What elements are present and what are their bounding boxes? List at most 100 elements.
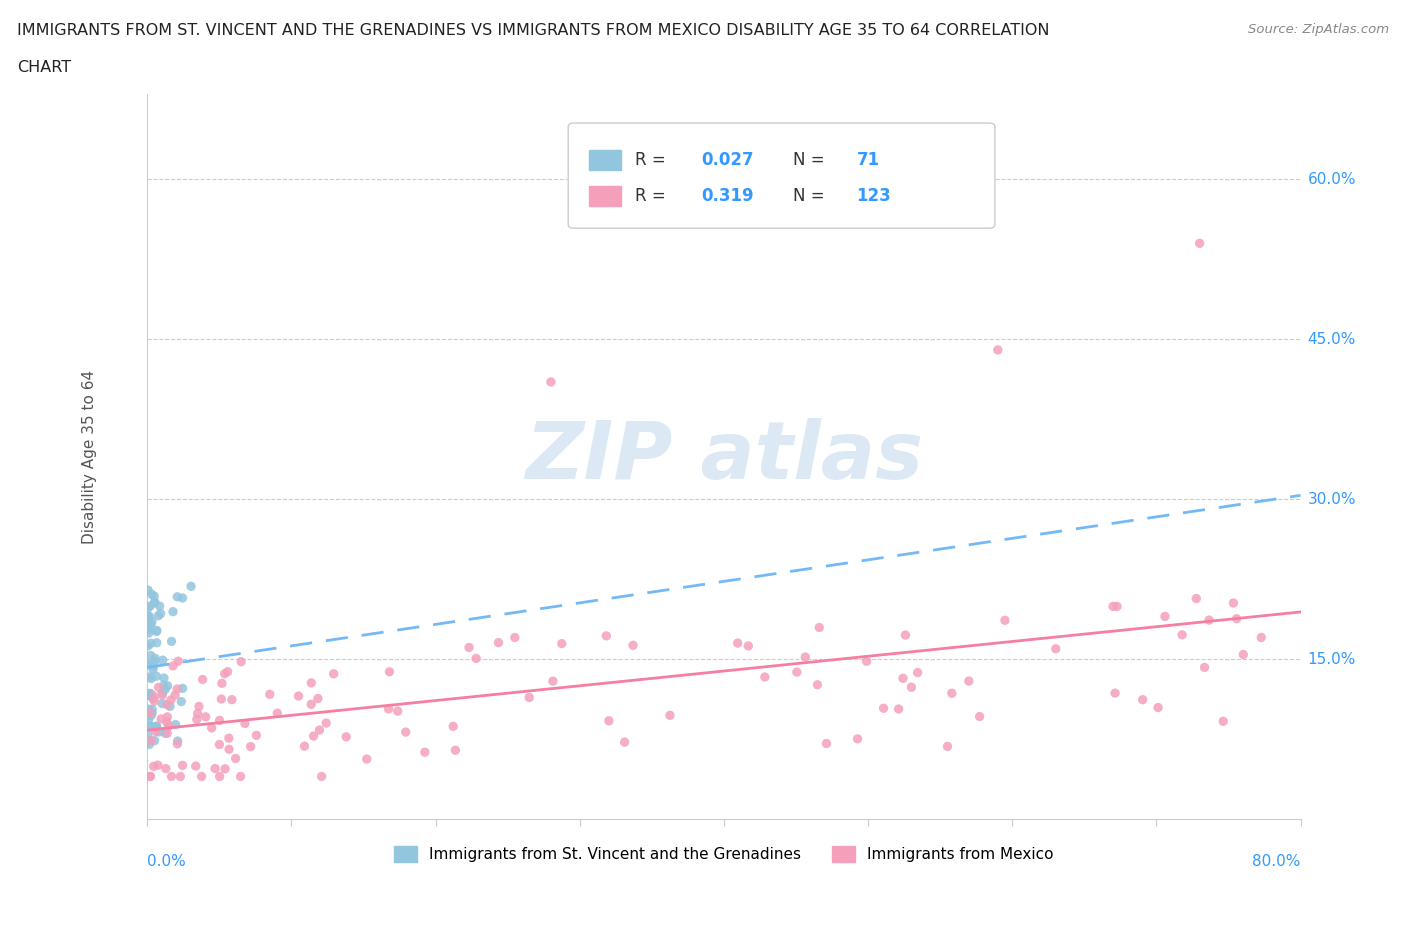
Point [1194,660,1216,675]
Point [143,589,166,604]
Point [891,671,914,685]
Point [598,713,620,728]
Point [136,609,159,624]
Text: R =: R = [636,151,671,169]
Point [613,735,636,750]
Point [184,759,207,774]
Text: 30.0%: 30.0% [1308,492,1357,507]
Point [941,685,963,700]
Point [150,711,173,726]
Point [540,375,562,390]
Point [1105,599,1128,614]
Point [162,604,184,619]
Point [146,623,169,638]
Text: IMMIGRANTS FROM ST. VINCENT AND THE GRENADINES VS IMMIGRANTS FROM MEXICO DISABIL: IMMIGRANTS FROM ST. VINCENT AND THE GREN… [17,23,1049,38]
Point [395,724,418,739]
Point [142,691,165,706]
Point [188,699,211,714]
Point [157,719,180,734]
FancyBboxPatch shape [589,186,621,206]
Point [217,664,239,679]
Point [139,648,162,663]
Point [259,687,281,702]
Point [136,657,159,671]
Point [139,617,162,631]
Point [141,615,163,630]
Point [159,693,181,708]
Point [139,719,162,734]
Point [846,731,869,746]
Point [308,723,330,737]
Text: 71: 71 [856,151,880,169]
Point [138,670,160,684]
Point [294,738,316,753]
Point [180,578,202,593]
Point [159,699,181,714]
Point [156,714,179,729]
Point [1185,591,1208,606]
Point [136,733,159,748]
Point [167,654,190,669]
Point [138,609,160,624]
Point [208,737,231,752]
Text: 60.0%: 60.0% [1308,172,1357,187]
Point [138,686,160,701]
Point [145,635,167,650]
Point [152,678,174,693]
Point [794,650,817,665]
Point [172,591,194,605]
Point [166,590,188,604]
Point [1154,609,1177,624]
Text: N =: N = [793,187,830,206]
Point [143,655,166,670]
Point [209,692,232,707]
Point [987,342,1010,357]
Point [218,742,240,757]
Point [156,710,179,724]
Point [887,701,910,716]
Point [139,706,162,721]
Text: 0.027: 0.027 [700,151,754,169]
Point [141,706,163,721]
Point [148,680,170,695]
Point [322,667,344,682]
Point [148,724,170,739]
Point [145,624,167,639]
Point [214,762,236,777]
Text: CHART: CHART [17,60,70,75]
Point [815,736,838,751]
Point [138,688,160,703]
Point [138,737,160,751]
Point [139,708,162,723]
Point [155,761,177,776]
Point [166,737,188,751]
Point [957,673,980,688]
Point [165,687,187,702]
Point [148,608,170,623]
Point [146,758,169,773]
Point [208,713,231,728]
Point [551,636,574,651]
Text: 45.0%: 45.0% [1308,332,1357,347]
Point [160,634,183,649]
Point [138,615,160,630]
Point [1045,642,1067,657]
Point [1102,599,1125,614]
Point [186,712,208,727]
Point [152,653,174,668]
Text: R =: R = [636,187,671,206]
Point [139,733,162,748]
Point [1132,692,1154,707]
Point [1171,628,1194,643]
Point [595,629,617,644]
Point [149,606,172,621]
Point [311,769,333,784]
Point [488,635,510,650]
Point [136,657,159,671]
Point [191,672,214,687]
Point [727,635,749,650]
Point [138,712,160,727]
Point [900,680,922,695]
Point [541,673,564,688]
Point [229,769,252,784]
